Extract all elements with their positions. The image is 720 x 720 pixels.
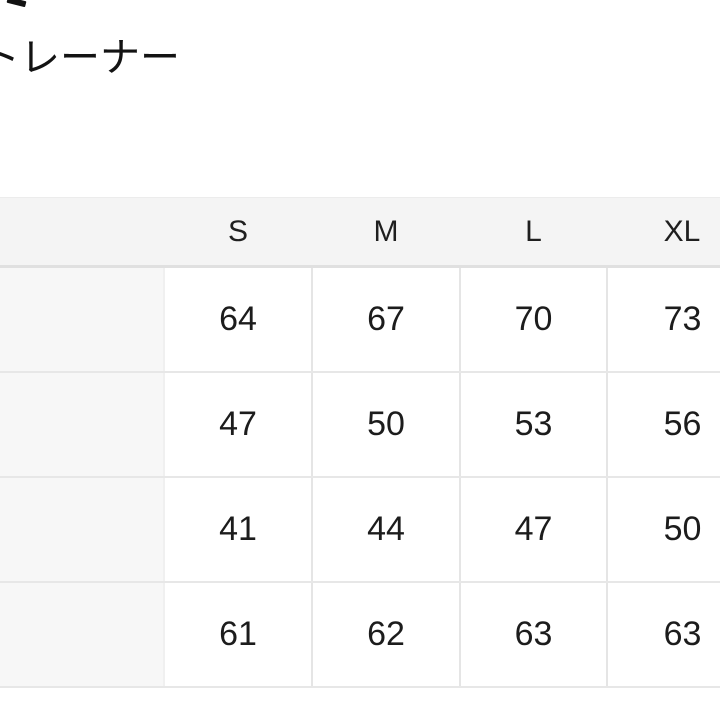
row-label-cell xyxy=(0,372,165,478)
size-value-cell: 70 xyxy=(460,266,608,373)
row-label-cell xyxy=(0,266,165,373)
size-value-cell: 41 xyxy=(164,477,313,583)
size-value-cell: 62 xyxy=(312,582,461,688)
column-header-m: M xyxy=(312,197,460,268)
column-header-l: L xyxy=(460,197,607,268)
size-value-cell: 53 xyxy=(460,372,608,478)
product-title: トレーナー xyxy=(0,36,180,80)
size-chart-viewport[interactable]: S M L XL 64 67 70 73 47 50 5 xyxy=(0,197,720,688)
size-value-cell: 67 xyxy=(312,266,461,373)
size-chart-row-1: 64 67 70 73 xyxy=(0,266,720,373)
size-chart-header-row: S M L XL xyxy=(0,197,720,268)
crop-artifact-mark xyxy=(6,0,27,8)
size-value-cell: 47 xyxy=(164,372,313,478)
size-value-cell: 47 xyxy=(460,477,608,583)
size-value-cell: 73 xyxy=(607,266,720,373)
column-header-s: S xyxy=(164,197,312,268)
size-value-cell: 61 xyxy=(164,582,313,688)
size-chart-row-4: 61 62 63 63 xyxy=(0,582,720,688)
size-value-cell: 64 xyxy=(164,266,313,373)
size-chart-table: S M L XL 64 67 70 73 47 50 5 xyxy=(0,197,720,688)
size-value-cell: 63 xyxy=(460,582,608,688)
size-chart-row-3: 41 44 47 50 xyxy=(0,477,720,583)
size-chart-corner-cell xyxy=(0,197,164,268)
size-value-cell: 50 xyxy=(607,477,720,583)
size-value-cell: 50 xyxy=(312,372,461,478)
row-label-cell xyxy=(0,582,165,688)
column-header-xl: XL xyxy=(607,197,720,268)
row-label-cell xyxy=(0,477,165,583)
size-value-cell: 44 xyxy=(312,477,461,583)
size-value-cell: 63 xyxy=(607,582,720,688)
size-value-cell: 56 xyxy=(607,372,720,478)
size-chart-row-2: 47 50 53 56 xyxy=(0,372,720,478)
